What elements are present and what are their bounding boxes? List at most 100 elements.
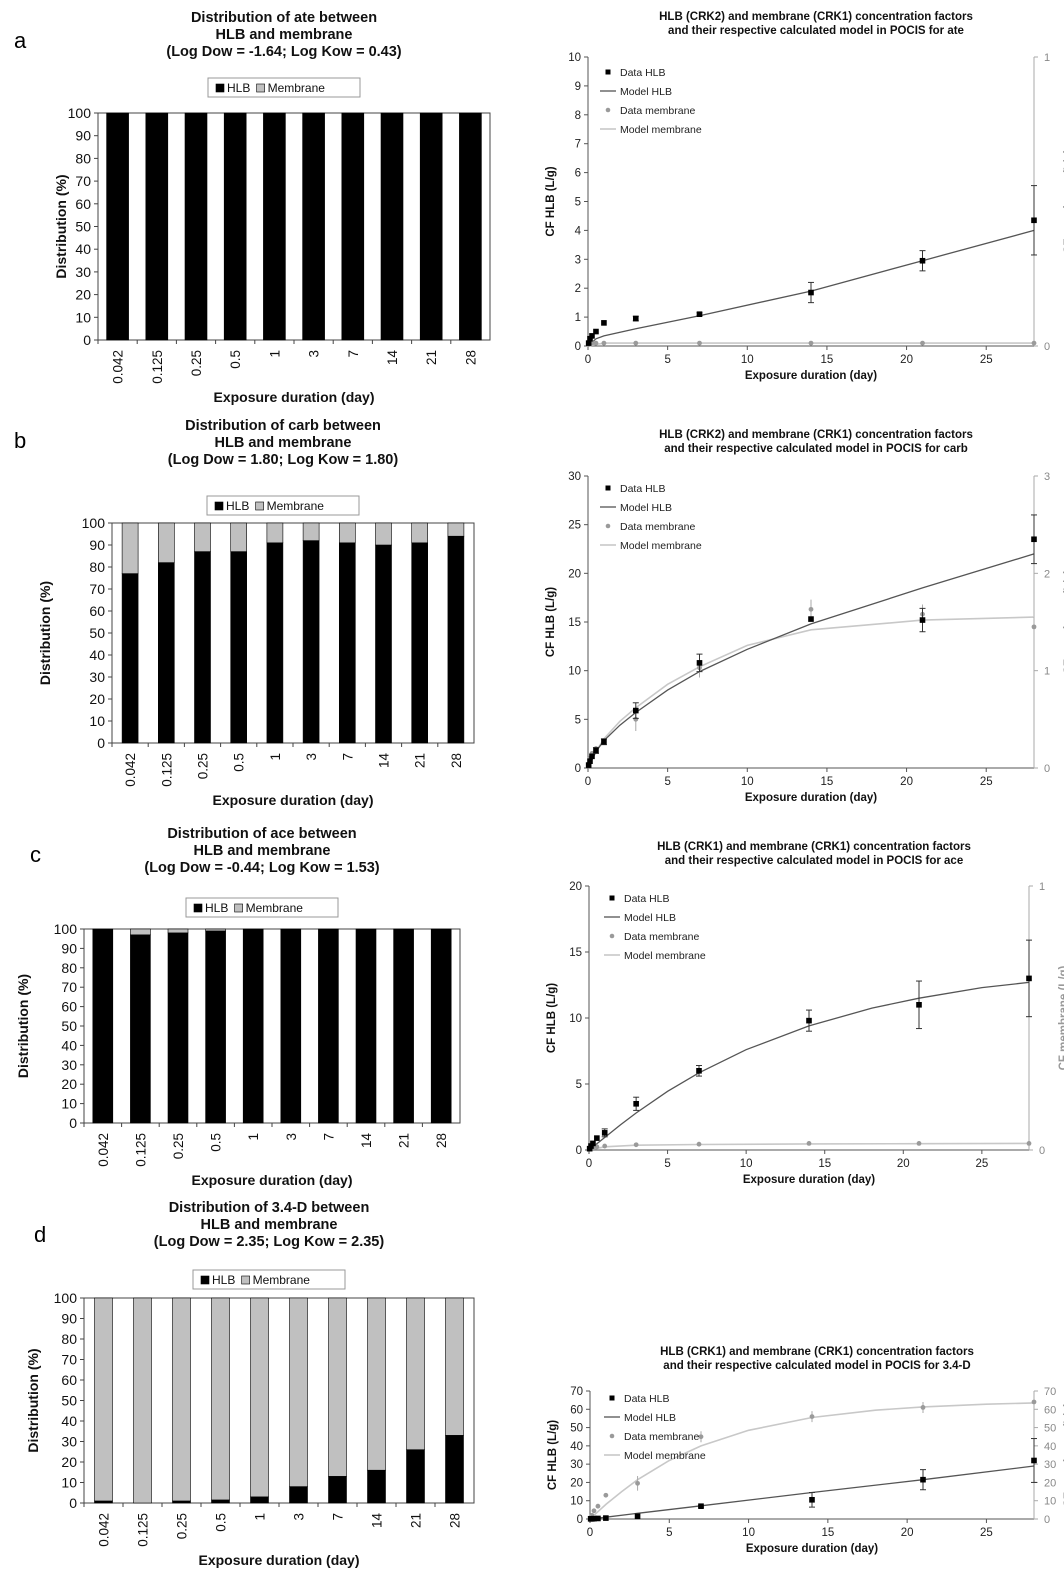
data-point-membrane <box>591 1508 597 1514</box>
data-point-hlb <box>696 1068 702 1074</box>
bar-membrane <box>194 522 211 552</box>
data-point-hlb <box>589 753 595 760</box>
y2-tick-label: 50 <box>1044 1423 1056 1435</box>
bar-hlb <box>355 928 377 1124</box>
bar-membrane <box>205 928 226 932</box>
y-tick-label: 20 <box>570 1477 583 1489</box>
y2-axis-label: CF membrane (L/g) <box>1058 965 1064 1070</box>
y-tick-label: 100 <box>68 105 92 121</box>
legend-label: HLB <box>226 499 249 513</box>
y-tick-label: 60 <box>61 1372 77 1388</box>
data-point-membrane <box>696 1141 702 1147</box>
x-tick-label: 7 <box>340 753 355 761</box>
y2-tick-label: 0 <box>1044 763 1050 775</box>
x-tick-label: 1 <box>246 1133 261 1141</box>
chart-legend: HLB Membrane <box>185 897 339 918</box>
x-tick-label: 14 <box>370 1513 385 1529</box>
x-tick-label: 10 <box>740 1158 753 1170</box>
data-point-membrane <box>697 340 702 346</box>
data-point-hlb <box>585 340 592 346</box>
bar-membrane <box>375 522 392 546</box>
y-tick-label: 90 <box>61 1311 77 1327</box>
y-tick-label: 80 <box>75 150 91 166</box>
y2-tick-label: 40 <box>1044 1441 1056 1453</box>
y-tick-label: 0 <box>69 1495 77 1511</box>
x-axis-label: Exposure duration (day) <box>746 1543 878 1555</box>
data-point-membrane <box>1031 340 1037 346</box>
data-point-hlb <box>589 333 595 339</box>
x-tick-label: 3 <box>307 350 322 358</box>
x-tick-label: 28 <box>434 1133 449 1148</box>
y-tick-label: 50 <box>61 1018 77 1034</box>
y2-tick-label: 30 <box>1044 1459 1056 1471</box>
y-tick-label: 20 <box>568 568 581 580</box>
bar-hlb <box>419 112 443 341</box>
data-point-hlb <box>1031 217 1037 224</box>
x-tick-label: 0.25 <box>171 1133 186 1159</box>
y-tick-label: 60 <box>89 603 105 619</box>
y2-tick-label: 1 <box>1044 52 1050 64</box>
bar-membrane <box>94 1297 113 1502</box>
bar-membrane <box>411 522 429 544</box>
legend-marker-data-hlb <box>609 895 615 901</box>
x-tick-label: 3 <box>292 1513 307 1521</box>
bar-hlb <box>230 551 247 744</box>
panel-letter-b: b <box>14 428 26 453</box>
legend-label: Data membrane <box>620 105 695 117</box>
bar-hlb <box>280 928 302 1124</box>
x-axis-label: Exposure duration (day) <box>198 1552 359 1568</box>
x-tick-label: 7 <box>346 350 361 358</box>
bar-hlb <box>318 928 339 1124</box>
x-tick-label: 25 <box>980 776 993 788</box>
x-tick-label: 3 <box>284 1133 299 1141</box>
legend-label: Model membrane <box>624 1450 706 1462</box>
y2-tick-label: 60 <box>1044 1404 1056 1416</box>
legend-label: Model membrane <box>620 124 702 136</box>
bar-hlb <box>375 544 392 744</box>
y-tick-label: 0 <box>576 1145 582 1157</box>
y-tick-label: 100 <box>82 515 106 531</box>
y-tick-label: 30 <box>568 471 581 483</box>
bar-hlb <box>130 934 151 1124</box>
y-tick-label: 5 <box>575 714 581 726</box>
data-point-membrane <box>602 1143 608 1149</box>
data-point-membrane <box>633 1142 639 1148</box>
data-point-membrane <box>1026 1141 1032 1146</box>
y2-tick-label: 0 <box>1039 1145 1045 1157</box>
y-tick-label: 80 <box>89 559 105 575</box>
data-point-hlb <box>587 335 593 342</box>
y-tick-label: 30 <box>570 1459 583 1471</box>
bar-membrane <box>367 1297 386 1471</box>
bar-hlb <box>172 1500 191 1504</box>
x-tick-label: 5 <box>664 1158 670 1170</box>
x-tick-label: 14 <box>385 350 400 366</box>
chart-title-line: Distribution of 3.4-D between <box>169 1200 370 1216</box>
legend-label: Data membrane <box>624 1431 699 1443</box>
x-tick-label: 14 <box>377 753 392 769</box>
x-tick-label: 15 <box>821 1527 834 1539</box>
legend-label: Data membrane <box>624 931 699 943</box>
legend-label: Model HLB <box>624 1412 676 1424</box>
chart-title-line: (Log Dow = 2.35; Log Kow = 2.35) <box>154 1234 385 1250</box>
bar-hlb <box>302 540 320 744</box>
data-point-hlb <box>1026 975 1032 982</box>
chart-title-line: HLB and membrane <box>215 435 352 451</box>
x-tick-label: 0.125 <box>133 1133 148 1167</box>
y-tick-label: 70 <box>570 1386 583 1398</box>
x-tick-label: 25 <box>975 1158 988 1170</box>
legend-label: Membrane <box>246 901 304 915</box>
chart-legend: Data HLB Model HLB Data membrane Model memb… <box>600 67 702 136</box>
y-tick-label: 10 <box>61 1475 77 1491</box>
data-point-hlb <box>698 1503 704 1509</box>
legend-label: HLB <box>205 901 228 915</box>
legend-label: Model HLB <box>620 502 672 514</box>
bar-membrane <box>121 522 139 574</box>
bar-hlb <box>393 928 414 1124</box>
data-point-membrane <box>595 1503 601 1509</box>
y2-tick-label: 1 <box>1039 881 1045 893</box>
bar-hlb <box>106 112 129 341</box>
bar-hlb <box>411 542 429 744</box>
data-point-hlb <box>632 707 639 714</box>
